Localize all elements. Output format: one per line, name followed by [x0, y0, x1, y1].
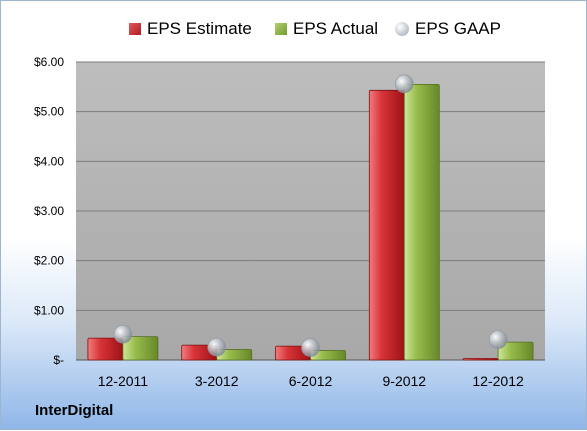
x-axis: 12-2011 3-2012 6-2012 9-2012 12-2012: [98, 373, 524, 389]
bar-eps-actual: [403, 83, 440, 361]
bar-eps-estimate: [368, 89, 405, 361]
y-tick-label: $2.00: [34, 254, 64, 268]
bar-eps-actual: [497, 341, 534, 361]
company-name: InterDigital: [35, 402, 114, 419]
legend: EPS Estimate EPS Actual EPS GAAP: [1, 17, 587, 41]
y-tick-label: $4.00: [34, 154, 64, 168]
legend-label: EPS Estimate: [147, 19, 252, 38]
x-tick-label: 9-2012: [383, 373, 427, 389]
legend-item-eps-gaap: EPS GAAP: [395, 17, 501, 41]
x-tick-label: 12-2011: [98, 373, 149, 389]
x-tick-label: 3-2012: [195, 373, 239, 389]
y-tick-label: $6.00: [34, 55, 64, 69]
y-tick-label: $1.00: [34, 303, 64, 317]
y-tick-label: $-: [53, 353, 64, 367]
point-eps-gaap: [113, 324, 133, 344]
gridlines: [76, 61, 545, 311]
gaap-points: [113, 74, 508, 357]
legend-label: EPS GAAP: [415, 19, 501, 38]
legend-swatch-estimate: [129, 23, 141, 35]
y-tick-label: $3.00: [34, 204, 64, 218]
y-tick-label: $5.00: [34, 105, 64, 119]
legend-label: EPS Actual: [293, 19, 379, 38]
x-tick-label: 12-2012: [472, 373, 524, 389]
point-eps-gaap: [301, 338, 320, 357]
legend-swatch-gaap: [395, 22, 409, 36]
bars: [87, 83, 534, 361]
point-eps-gaap: [207, 337, 226, 357]
legend-item-eps-estimate: EPS Estimate: [129, 17, 252, 41]
x-tick-label: 6-2012: [289, 373, 333, 389]
point-eps-gaap: [488, 330, 508, 349]
point-eps-gaap: [394, 74, 414, 94]
legend-item-eps-actual: EPS Actual: [275, 17, 378, 41]
bar-eps-estimate: [462, 358, 499, 361]
legend-swatch-actual: [275, 23, 287, 35]
bar-eps-actual: [122, 336, 159, 361]
